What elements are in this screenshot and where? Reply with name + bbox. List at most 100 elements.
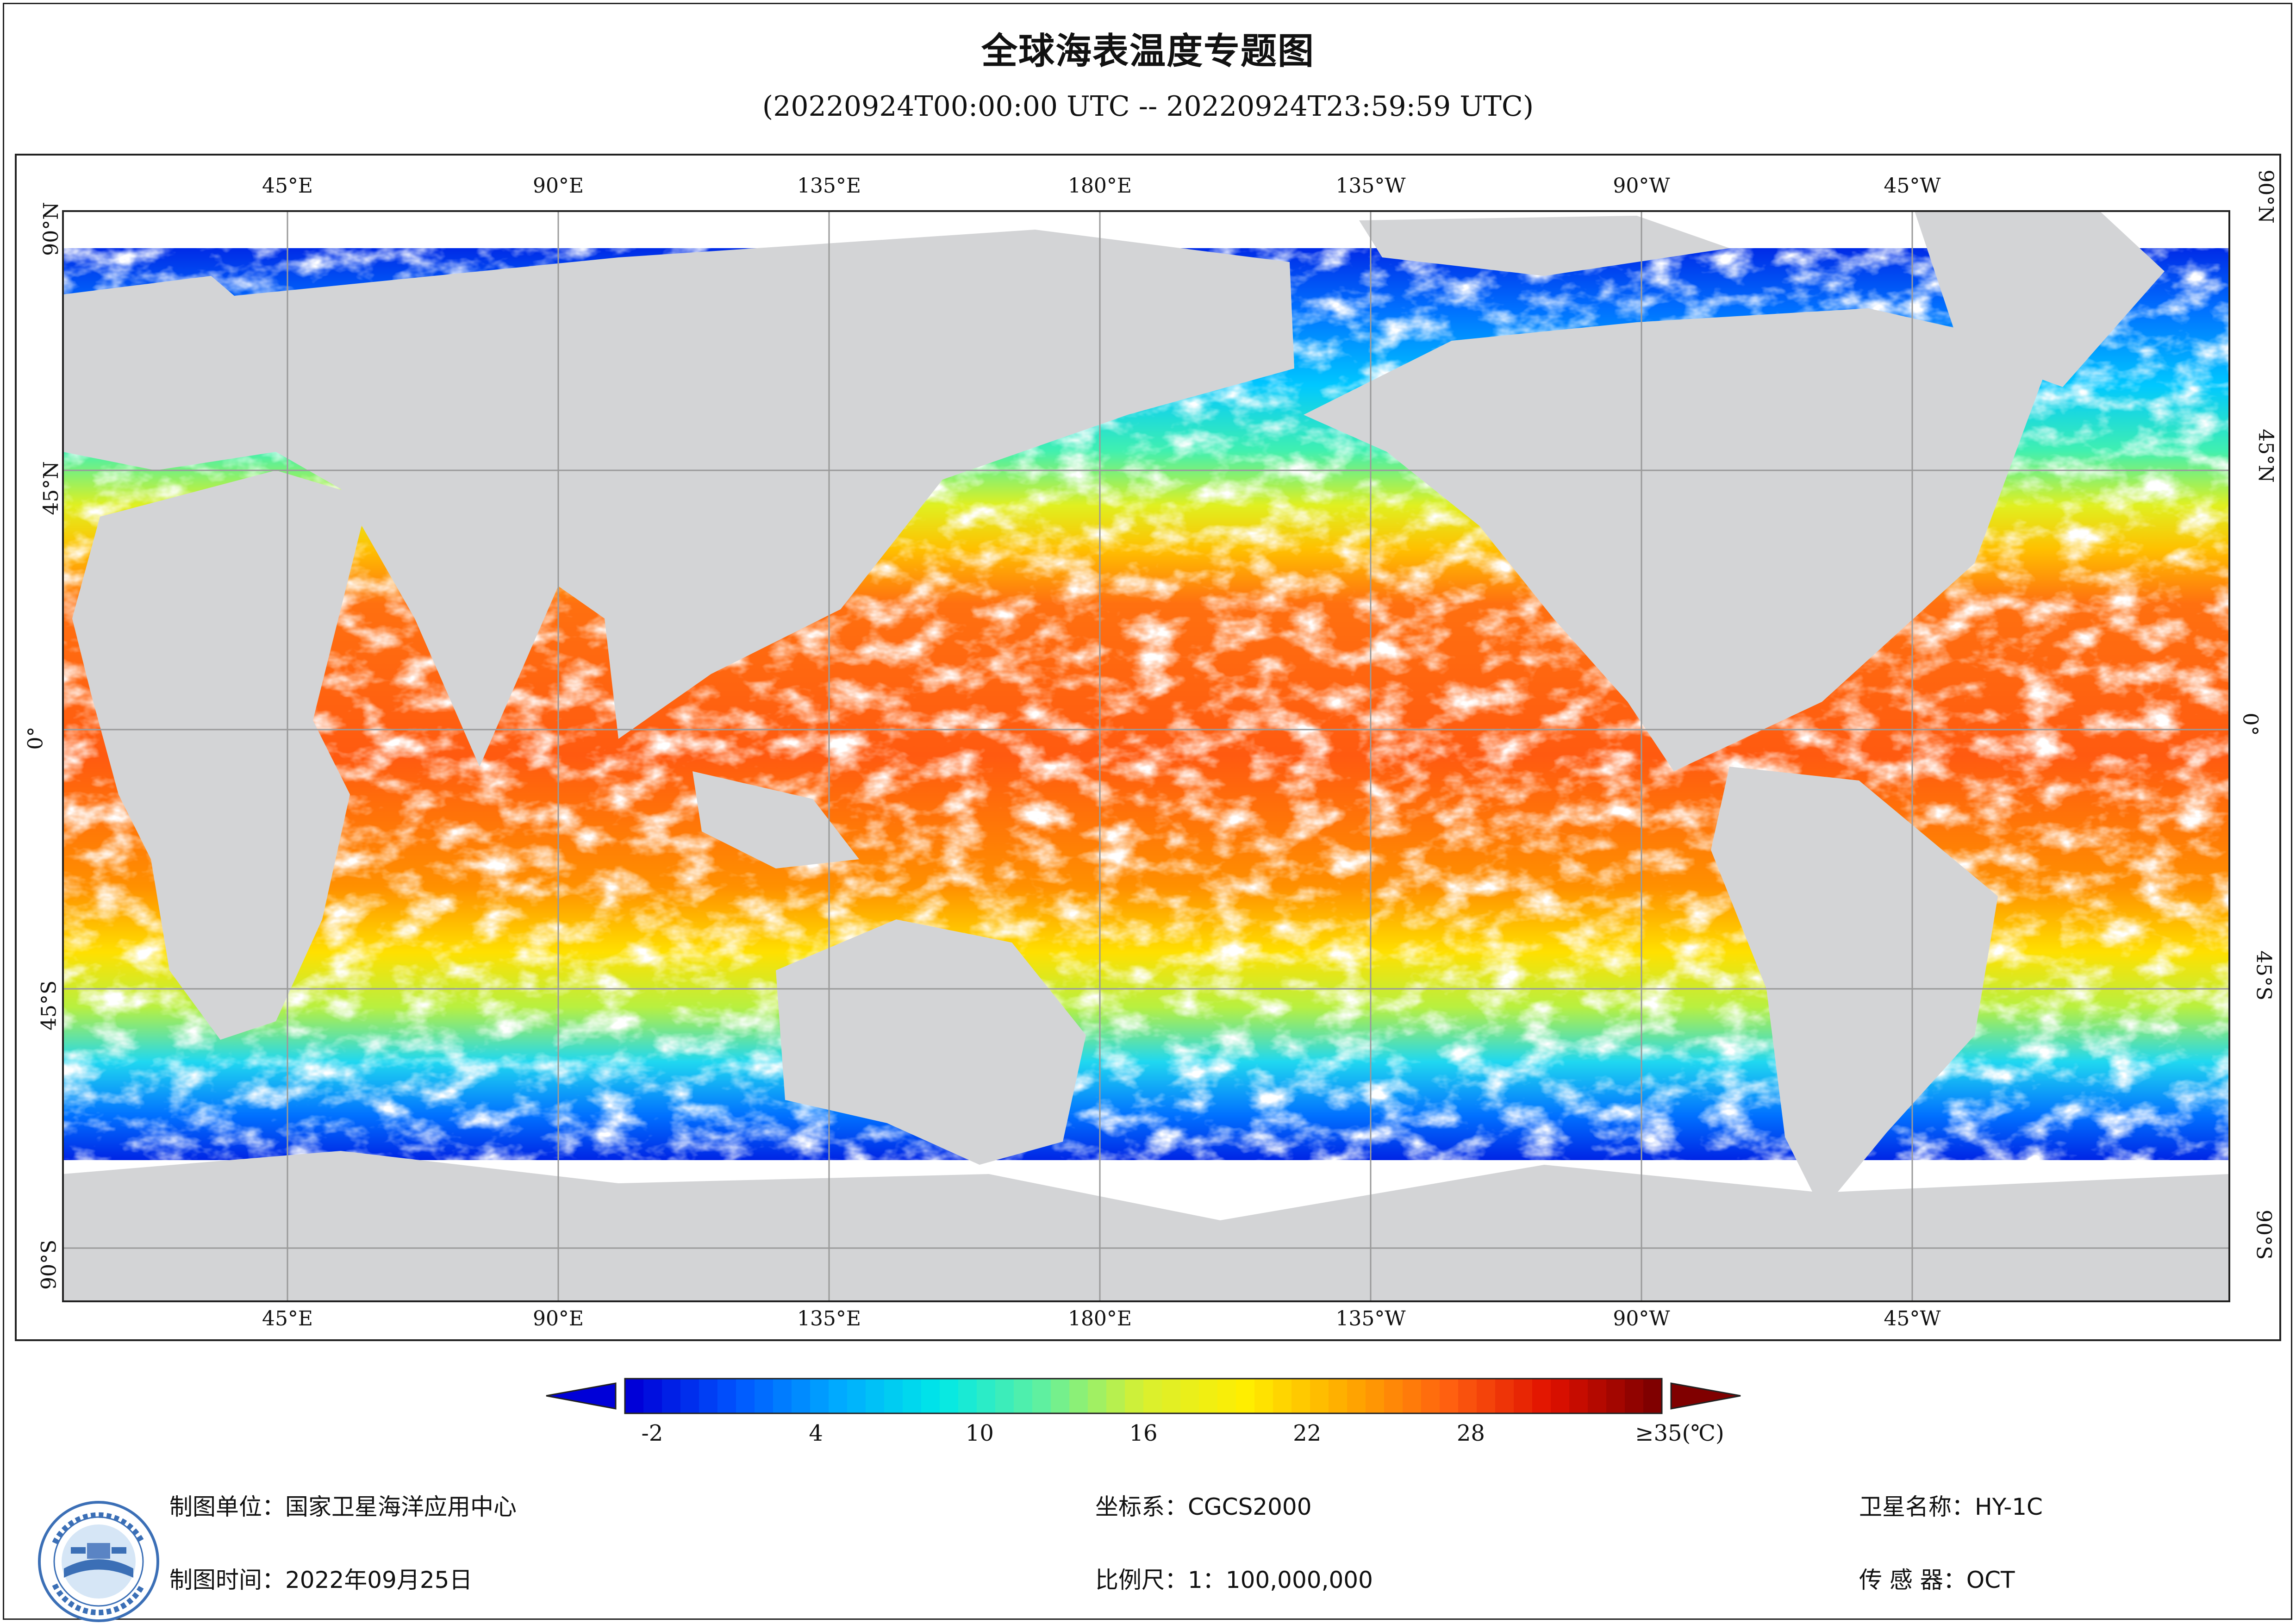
- bottom-lon-label: 135°W: [1335, 1307, 1406, 1330]
- right-lat-label: 90°N: [2253, 169, 2277, 224]
- colorbar-segment: [1014, 1379, 1033, 1413]
- outer-border: [3, 3, 2292, 1620]
- colorbar-segment: [792, 1379, 811, 1413]
- sst-map[interactable]: [17, 156, 2279, 1339]
- colorbar-segment: [1440, 1379, 1459, 1413]
- left-lat-label: 45°N: [39, 461, 63, 515]
- colorbar-segment: [884, 1379, 903, 1413]
- colorbar-segment: [699, 1379, 718, 1413]
- colorbar-tick-label: 16: [1129, 1420, 1158, 1446]
- colorbar: [542, 1374, 1745, 1422]
- land-europe-west: [63, 276, 276, 443]
- arctic-nodata: [63, 211, 2229, 248]
- colorbar-segment: [1310, 1379, 1329, 1413]
- left-lat-label: 45°S: [37, 980, 61, 1031]
- colorbar-segment: [1199, 1379, 1218, 1413]
- left-lat-label: 90°S: [37, 1239, 61, 1290]
- colorbar-segment: [1069, 1379, 1088, 1413]
- colorbar-segment: [1125, 1379, 1144, 1413]
- colorbar-low-arrow: [546, 1382, 617, 1410]
- colorbar-segment: [810, 1379, 829, 1413]
- colorbar-segment: [1551, 1379, 1570, 1413]
- top-lon-label: 180°E: [1067, 174, 1132, 198]
- colorbar-segment: [1514, 1379, 1533, 1413]
- bottom-lon-label: 90°W: [1613, 1307, 1670, 1330]
- colorbar-segment: [755, 1379, 774, 1413]
- land-australia: [776, 919, 1086, 1165]
- colorbar-segment: [1495, 1379, 1514, 1413]
- land-se-asia-islands: [693, 771, 859, 868]
- colorbar-segment: [1236, 1379, 1255, 1413]
- colorbar-segment: [662, 1379, 681, 1413]
- top-lon-label: 90°W: [1613, 174, 1670, 198]
- colorbar-segment: [1273, 1379, 1292, 1413]
- colorbar-tick-label: -2: [641, 1420, 663, 1446]
- colorbar-segment: [1254, 1379, 1273, 1413]
- map-scale: 比例尺：1：100,000,000: [1095, 1567, 1373, 1593]
- map-time: 制图时间：2022年09月25日: [169, 1567, 473, 1593]
- map-unit: 制图单位：国家卫星海洋应用中心: [169, 1493, 517, 1520]
- colorbar-segment: [1217, 1379, 1236, 1413]
- colorbar-segment: [1643, 1379, 1662, 1413]
- right-lat-label: 0°: [2238, 712, 2262, 736]
- colorbar-segment: [680, 1379, 699, 1413]
- colorbar-segment: [977, 1379, 996, 1413]
- colorbar-segment: [1180, 1379, 1199, 1413]
- colorbar-segment: [1347, 1379, 1366, 1413]
- colorbar-high-arrow: [1670, 1382, 1741, 1410]
- colorbar-segment: [958, 1379, 977, 1413]
- colorbar-segment: [1329, 1379, 1348, 1413]
- colorbar-segment: [643, 1379, 662, 1413]
- map-title: 全球海表温度专题图: [981, 31, 1315, 72]
- satellite-name: 卫星名称：HY-1C: [1859, 1493, 2043, 1520]
- colorbar-segment: [718, 1379, 736, 1413]
- colorbar-segment: [1366, 1379, 1385, 1413]
- colorbar-segment: [1106, 1379, 1125, 1413]
- colorbar-segment: [995, 1379, 1014, 1413]
- top-lon-label: 45°W: [1884, 174, 1941, 198]
- bottom-lon-label: 90°E: [532, 1307, 584, 1330]
- land-north-america: [1304, 308, 2053, 771]
- colorbar-segment: [921, 1379, 940, 1413]
- top-lon-label: 90°E: [532, 174, 584, 198]
- colorbar-tick-label: 10: [965, 1420, 994, 1446]
- top-lon-label: 135°W: [1335, 174, 1406, 198]
- colorbar-segment: [736, 1379, 755, 1413]
- colorbar-segment: [1143, 1379, 1162, 1413]
- colorbar-tick-label: 22: [1293, 1420, 1322, 1446]
- map-subtitle: (20220924T00:00:00 UTC -- 20220924T23:59…: [762, 90, 1534, 123]
- colorbar-segment: [1292, 1379, 1310, 1413]
- colorbar-tick-label: 4: [809, 1420, 823, 1446]
- colorbar-segment: [847, 1379, 866, 1413]
- right-lat-label: 45°S: [2252, 950, 2276, 1001]
- colorbar-tick-label: ≥35(℃): [1635, 1420, 1724, 1446]
- left-lat-label: 90°N: [39, 202, 63, 256]
- land-antarctica: [63, 1151, 2229, 1301]
- map-frame: [15, 154, 2281, 1341]
- colorbar-segment: [1588, 1379, 1607, 1413]
- colorbar-segment: [1051, 1379, 1070, 1413]
- bottom-lon-label: 45°W: [1884, 1307, 1941, 1330]
- bottom-lon-label: 180°E: [1067, 1307, 1132, 1330]
- top-lon-label: 135°E: [797, 174, 861, 198]
- colorbar-segment: [1606, 1379, 1625, 1413]
- land-greenland: [1915, 211, 2165, 387]
- top-lon-label: 45°E: [262, 174, 313, 198]
- colorbar-segment: [773, 1379, 792, 1413]
- colorbar-segment: [1032, 1379, 1051, 1413]
- colorbar-segment: [866, 1379, 885, 1413]
- colorbar-segment: [1625, 1379, 1644, 1413]
- right-lat-label: 45°N: [2253, 429, 2277, 483]
- colorbar-segment: [1421, 1379, 1440, 1413]
- colorbar-segment: [1458, 1379, 1477, 1413]
- colorbar-segment: [1532, 1379, 1551, 1413]
- coordinate-system: 坐标系：CGCS2000: [1095, 1493, 1312, 1520]
- colorbar-segment: [1403, 1379, 1422, 1413]
- colorbar-segment: [903, 1379, 922, 1413]
- map-inner-border: [62, 210, 2230, 1302]
- land-arctic-islands: [1359, 216, 1729, 276]
- colorbar-border: [624, 1378, 1663, 1414]
- land-eurasia: [63, 230, 1294, 767]
- colorbar-segment: [625, 1379, 644, 1413]
- land-africa: [72, 470, 368, 1040]
